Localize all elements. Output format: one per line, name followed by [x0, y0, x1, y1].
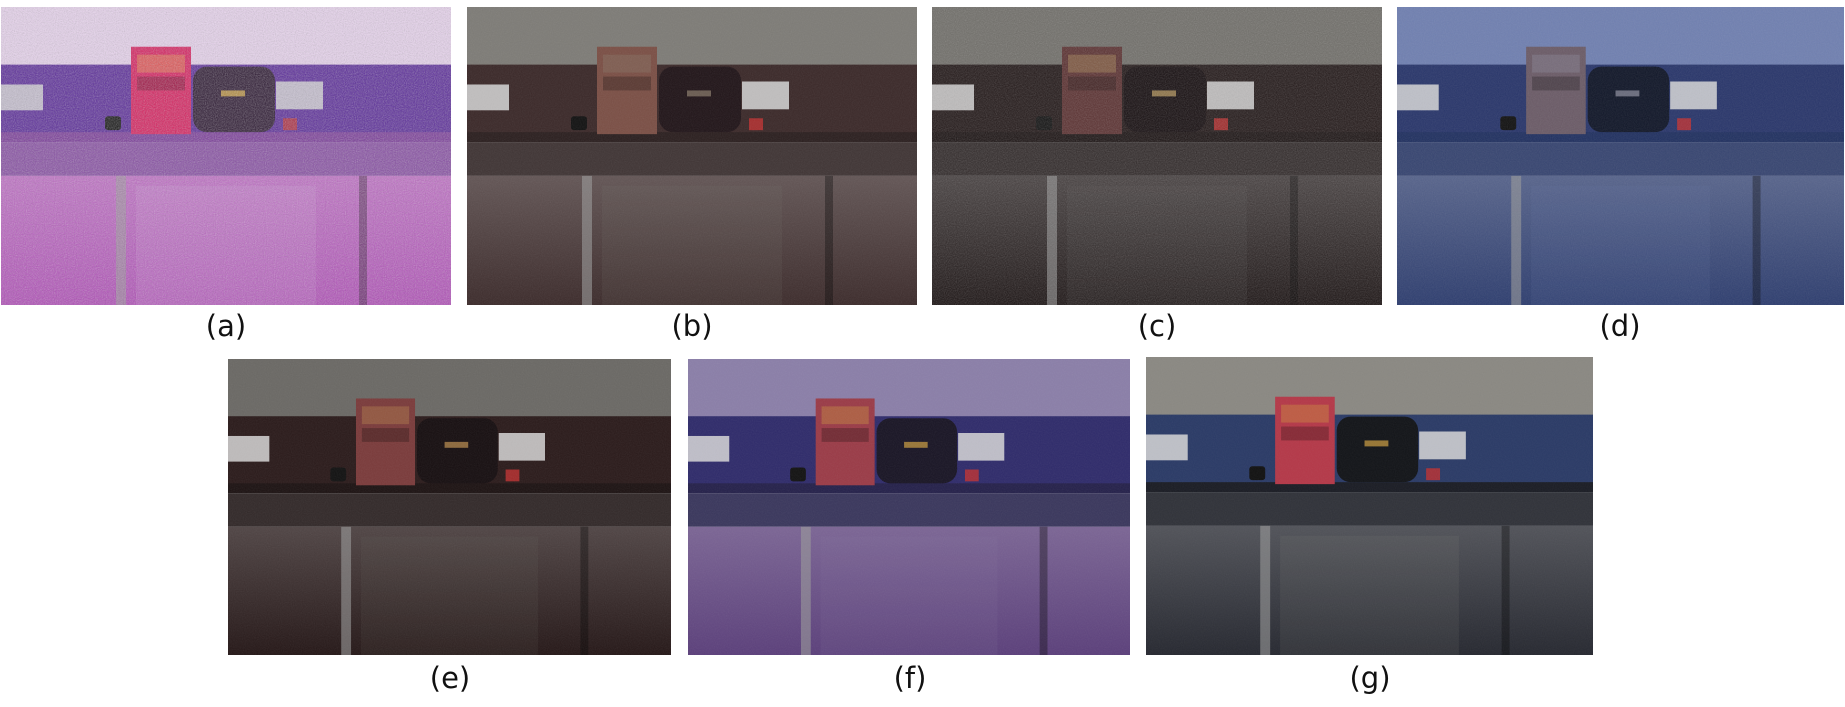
panel-c-image — [932, 7, 1382, 305]
noise-overlay — [1, 7, 451, 305]
caption-a: (a) — [205, 309, 247, 343]
panel-g-image — [1146, 357, 1593, 655]
panel-b-image — [467, 7, 917, 305]
caption-e: (e) — [429, 661, 471, 695]
caption-d: (d) — [1599, 309, 1641, 343]
noise-overlay — [467, 7, 917, 305]
noise-overlay — [688, 359, 1130, 655]
caption-b: (b) — [671, 309, 713, 343]
caption-g: (g) — [1349, 661, 1391, 695]
panel-a-image — [1, 7, 451, 305]
noise-overlay — [1397, 7, 1844, 305]
caption-c: (c) — [1137, 309, 1177, 343]
panel-d-image — [1397, 7, 1844, 305]
noise-overlay — [932, 7, 1382, 305]
noise-overlay — [1146, 357, 1593, 655]
panel-f-image — [688, 359, 1130, 655]
panel-e-image — [228, 359, 671, 655]
noise-overlay — [228, 359, 671, 655]
caption-f: (f) — [893, 661, 927, 695]
